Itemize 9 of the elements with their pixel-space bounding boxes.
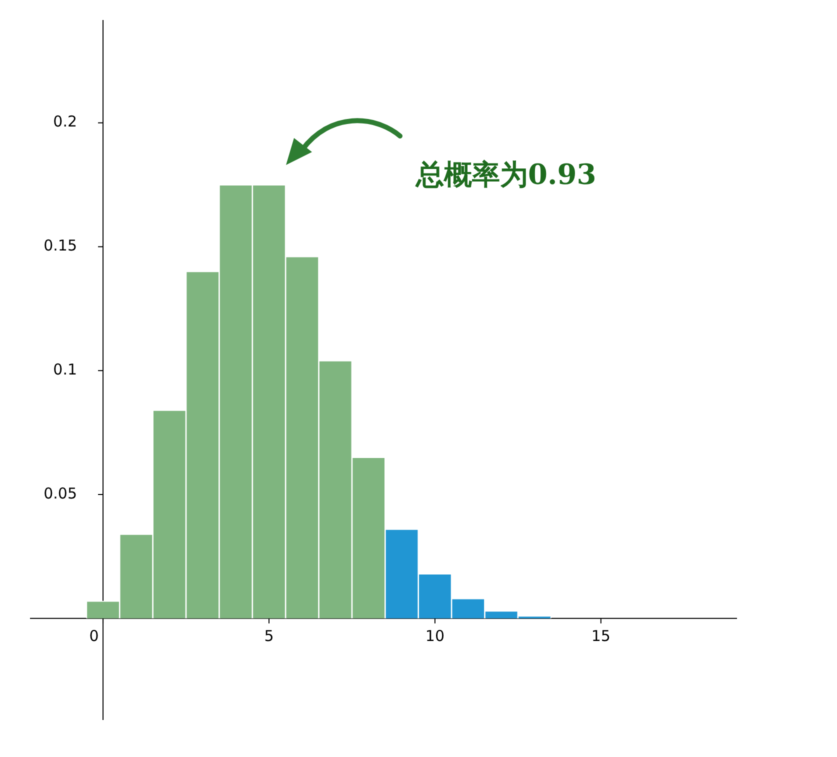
x-tick-label: 5: [264, 626, 274, 645]
y-tick-label: 0.1: [53, 360, 78, 379]
x-tick-label: 10: [425, 626, 444, 645]
y-tick-label: 0.15: [44, 236, 78, 255]
x-tick-label: 0: [89, 626, 99, 645]
x-tick-label: 15: [591, 626, 610, 645]
annotation: 总概率为0.93: [416, 157, 596, 193]
y-tick-label: 0.05: [44, 484, 78, 502]
y-tick-label: 0.2: [53, 112, 78, 131]
